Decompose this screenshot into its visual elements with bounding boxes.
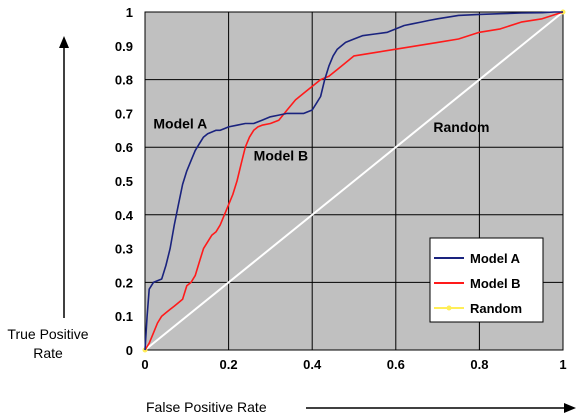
grid-lines: [145, 12, 563, 350]
series-line-random: [144, 11, 564, 351]
legend-label-model-b: Model B: [470, 276, 521, 291]
series-lines: [142, 9, 566, 353]
legend-marker: [446, 305, 452, 311]
x-tick-label: 0: [141, 357, 148, 372]
y-tick-label: 0: [126, 343, 133, 358]
y-tick-label: 0.5: [115, 174, 133, 189]
annotation-random: Random: [433, 119, 489, 135]
x-axis-arrow: [306, 403, 576, 413]
annotation-model-a: Model A: [153, 116, 207, 132]
y-tick-label: 0.8: [115, 73, 133, 88]
y-tick-label: 0.6: [115, 140, 133, 155]
y-tick-label: 0.2: [115, 275, 133, 290]
x-tick-label: 0.6: [387, 357, 405, 372]
y-axis-label-line2: Rate: [33, 345, 63, 361]
series-line-model-b: [144, 11, 564, 351]
y-axis-label-line1: True Positive: [7, 326, 88, 342]
legend: Model A Model B Random: [429, 237, 544, 323]
x-tick-label: 0.8: [470, 357, 488, 372]
y-tick-label: 0.9: [115, 39, 133, 54]
legend-label-model-a: Model A: [470, 251, 521, 266]
x-tick-label: 0.2: [220, 357, 238, 372]
x-tick-label: 1: [559, 357, 566, 372]
y-tick-label: 0.7: [115, 106, 133, 121]
series-line-model-a: [144, 11, 563, 351]
annotations: Model A Model B Random: [153, 116, 489, 164]
y-tick-label: 0.3: [115, 242, 133, 257]
y-axis-arrow: [59, 36, 69, 318]
y-tick-label: 1: [126, 5, 133, 20]
legend-label-random: Random: [470, 301, 522, 316]
annotation-model-b: Model B: [254, 148, 308, 164]
y-tick-label: 0.1: [115, 309, 133, 324]
y-tick-label: 0.4: [115, 208, 134, 223]
x-axis-label: False Positive Rate: [146, 399, 267, 415]
tick-labels: 0 0.2 0.4 0.6 0.8 1 0 0.1 0.2 0.3 0.4 0.5 0.6 0.7 0.8 0…: [115, 5, 567, 372]
x-tick-label: 0.4: [303, 357, 322, 372]
